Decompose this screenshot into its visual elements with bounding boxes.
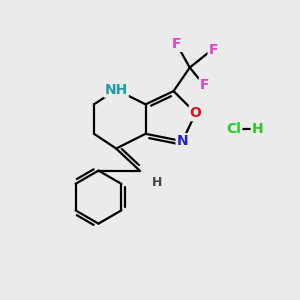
Text: F: F bbox=[172, 37, 181, 51]
Text: NH: NH bbox=[104, 82, 128, 97]
Text: N: N bbox=[177, 134, 188, 148]
Text: H: H bbox=[252, 122, 263, 136]
Text: F: F bbox=[200, 78, 209, 92]
Text: F: F bbox=[208, 43, 218, 57]
Text: Cl: Cl bbox=[226, 122, 242, 136]
Text: H: H bbox=[152, 176, 163, 189]
Text: O: O bbox=[190, 106, 202, 120]
